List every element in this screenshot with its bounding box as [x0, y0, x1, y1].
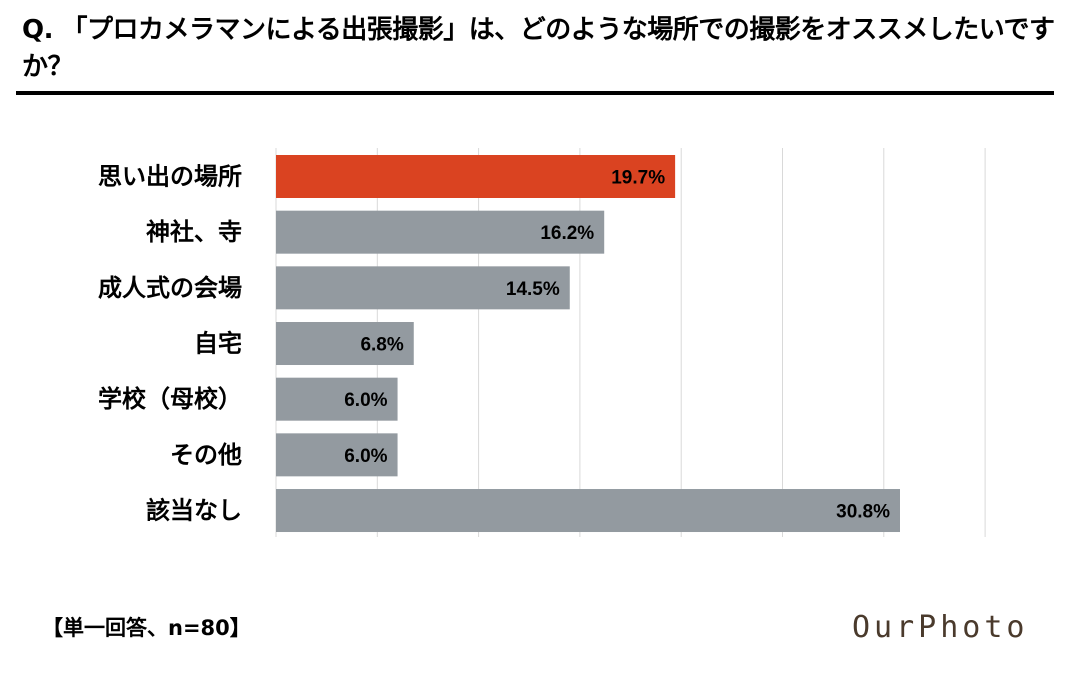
- value-label: 6.0%: [344, 446, 387, 467]
- bar: [276, 155, 676, 198]
- bar: [276, 266, 570, 310]
- value-label: 19.7%: [611, 168, 665, 189]
- category-label: 成人式の会場: [98, 274, 242, 302]
- value-label: 6.0%: [344, 390, 387, 411]
- category-label: 学校（母校）: [98, 385, 242, 413]
- category-label: その他: [170, 441, 242, 469]
- bar: [276, 489, 900, 533]
- value-label: 30.8%: [836, 502, 890, 523]
- category-label: 自宅: [194, 330, 242, 358]
- bar: [276, 377, 398, 421]
- category-label: 該当なし: [146, 497, 242, 525]
- value-label: 6.8%: [360, 335, 403, 356]
- bar: [276, 433, 398, 477]
- category-label: 神社、寺: [146, 218, 242, 246]
- question-title: Q. 「プロカメラマンによる出張撮影」は、どのような場所での撮影をオススメしたい…: [22, 15, 1055, 82]
- bar: [276, 322, 414, 366]
- value-label: 16.2%: [540, 223, 594, 244]
- title-divider: [16, 91, 1054, 95]
- category-label: 思い出の場所: [98, 163, 242, 191]
- value-label: 14.5%: [506, 279, 560, 300]
- ourphoto-logo: OurPhoto: [852, 610, 1029, 645]
- bar: [276, 210, 605, 254]
- sample-footnote: 【単一回答、n=80】: [42, 616, 251, 640]
